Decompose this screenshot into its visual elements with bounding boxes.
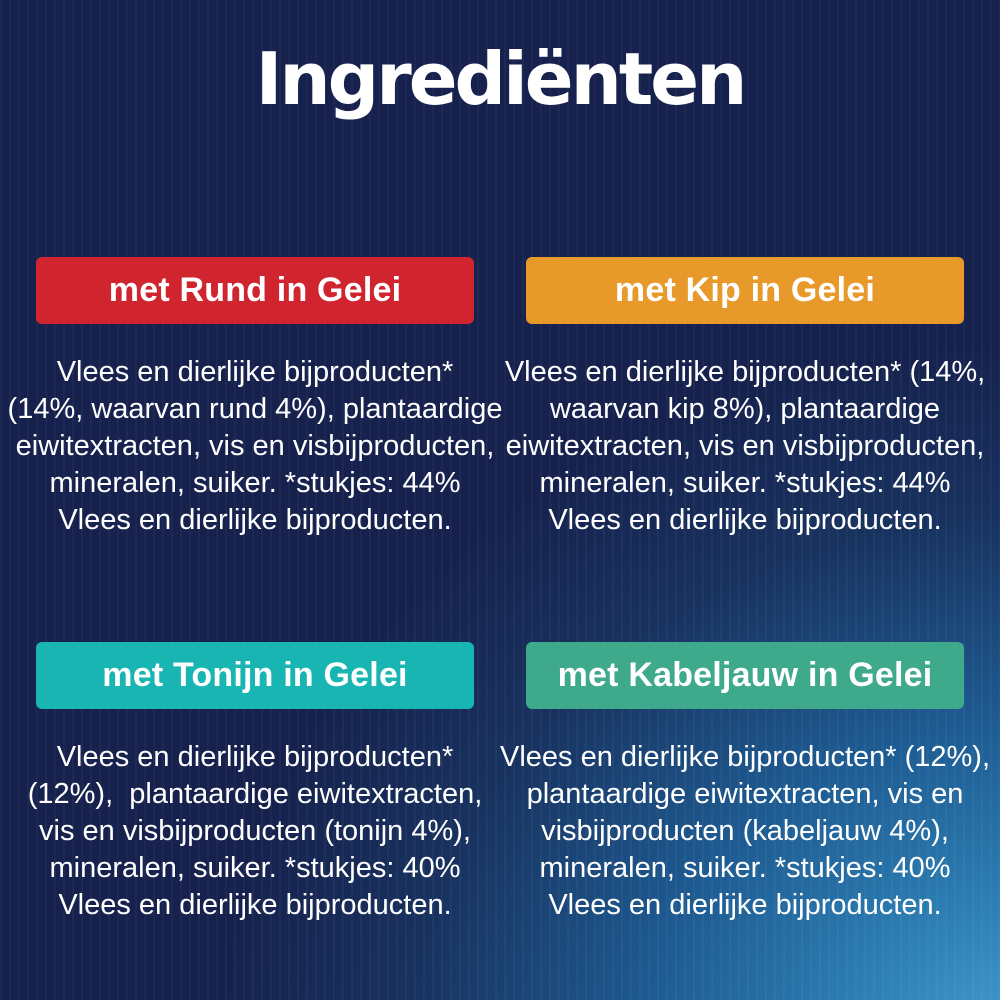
ingredient-card-kabeljauw: met Kabeljauw in Gelei Vlees en dierlijk…	[500, 641, 990, 924]
ingredient-line: mineralen, suiker. *stukjes: 44%	[539, 466, 951, 499]
ingredient-card-rund: met Rund in Gelei Vlees en dierlijke bij…	[8, 256, 503, 539]
banner-kabeljauw: met Kabeljauw in Gelei	[526, 641, 964, 709]
ingredient-line: visbijproducten (kabeljauw 4%),	[541, 814, 949, 847]
banner-kip: met Kip in Gelei	[526, 256, 964, 324]
ingredient-line: waarvan kip 8%), plantaardige	[549, 392, 941, 425]
ingredient-line: vis en visbijproducten (tonijn 4%),	[39, 814, 471, 847]
ingredient-line: eiwitextracten, vis en visbijproducten,	[505, 429, 985, 462]
ingredient-text-tonijn: Vlees en dierlijke bijproducten* (12%), …	[28, 739, 483, 924]
ingredient-line: Vlees en dierlijke bijproducten.	[548, 888, 942, 921]
banner-rund-label: met Rund in Gelei	[108, 270, 402, 309]
banner-kip-label: met Kip in Gelei	[614, 270, 876, 309]
ingredient-line: Vlees en dierlijke bijproducten.	[548, 503, 942, 536]
ingredient-line: (14%, waarvan rund 4%), plantaardige	[7, 392, 503, 425]
banner-kabeljauw-label: met Kabeljauw in Gelei	[557, 655, 933, 694]
ingredient-card-tonijn: met Tonijn in Gelei Vlees en dierlijke b…	[28, 641, 483, 924]
ingredient-card-kip: met Kip in Gelei Vlees en dierlijke bijp…	[505, 256, 985, 539]
ingredient-line: Vlees en dierlijke bijproducten* (14%,	[504, 355, 986, 388]
ingredient-line: Vlees en dierlijke bijproducten* (12%),	[499, 740, 991, 773]
ingredient-line: mineralen, suiker. *stukjes: 44%	[49, 466, 461, 499]
banner-tonijn-label: met Tonijn in Gelei	[102, 655, 408, 694]
page-title: Ingrediënten	[255, 37, 748, 121]
ingredient-line: Vlees en dierlijke bijproducten*	[56, 355, 454, 388]
ingredient-line: plantaardige eiwitextracten, vis en	[526, 777, 964, 810]
ingredient-cards-grid: met Rund in Gelei Vlees en dierlijke bij…	[0, 256, 1000, 924]
ingredient-text-rund: Vlees en dierlijke bijproducten* (14%, w…	[8, 354, 503, 539]
ingredient-line: (12%), plantaardige eiwitextracten,	[27, 777, 483, 810]
ingredient-line: eiwitextracten, vis en visbijproducten,	[15, 429, 495, 462]
banner-rund: met Rund in Gelei	[36, 256, 474, 324]
banner-tonijn: met Tonijn in Gelei	[36, 641, 474, 709]
ingredient-line: Vlees en dierlijke bijproducten.	[58, 503, 452, 536]
ingredient-line: Vlees en dierlijke bijproducten*	[56, 740, 454, 773]
ingredient-text-kip: Vlees en dierlijke bijproducten* (14%, w…	[505, 354, 985, 539]
ingredient-line: mineralen, suiker. *stukjes: 40%	[49, 851, 461, 884]
ingredient-text-kabeljauw: Vlees en dierlijke bijproducten* (12%), …	[500, 739, 990, 924]
ingredient-line: Vlees en dierlijke bijproducten.	[58, 888, 452, 921]
ingredient-line: mineralen, suiker. *stukjes: 40%	[539, 851, 951, 884]
